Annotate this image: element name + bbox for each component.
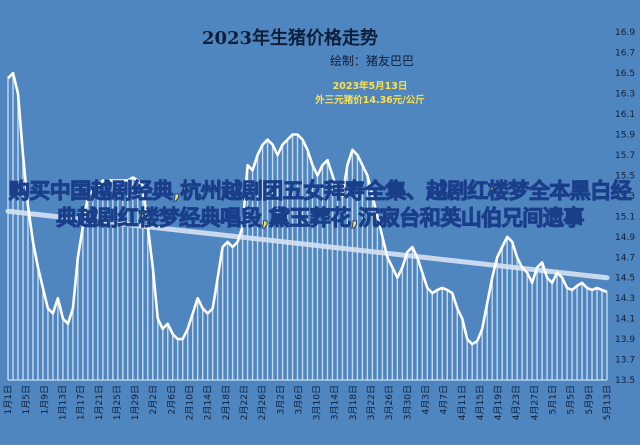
x-tick-label: 4月3日	[420, 385, 431, 414]
x-tick-label: 2月14日	[203, 385, 214, 420]
y-tick-label: 16.7	[615, 49, 635, 59]
y-axis: 13.5 13.7 13.9 14.1 14.3 14.5 14.7 14.9 15.1 15.3…	[615, 28, 635, 386]
y-tick-label: 13.7	[615, 356, 635, 366]
y-tick-label: 14.1	[615, 315, 635, 325]
x-tick-label: 3月22日	[366, 385, 377, 420]
x-tick-label: 3月10日	[312, 385, 323, 420]
x-tick-label: 5月9日	[584, 385, 595, 414]
y-tick-label: 13.5	[615, 376, 635, 386]
annotation-date: 2023年5月13日	[332, 81, 408, 92]
x-tick-label: 2月6日	[166, 385, 177, 414]
x-tick-label: 1月29日	[130, 385, 141, 420]
x-tick-label: 1月25日	[112, 385, 123, 420]
y-tick-label: 16.5	[615, 69, 635, 79]
x-tick-label: 2月22日	[239, 385, 250, 420]
x-tick-label: 4月23日	[511, 385, 522, 420]
y-tick-label: 14.7	[615, 253, 635, 263]
x-tick-label: 3月26日	[384, 385, 395, 420]
y-tick-label: 16.3	[615, 90, 635, 100]
y-tick-label: 15.3	[615, 192, 635, 202]
y-tick-label: 13.9	[615, 335, 635, 345]
x-tick-label: 1月9日	[39, 385, 50, 414]
y-tick-label: 16.9	[615, 28, 635, 38]
trend-line	[5, 208, 610, 281]
x-tick-label: 3月6日	[293, 385, 304, 414]
x-tick-label: 4月15日	[475, 385, 486, 420]
line-layer	[7, 71, 608, 346]
y-tick-label: 16.1	[615, 110, 635, 120]
x-tick-label: 4月19日	[493, 385, 504, 420]
chart-title: 2023年生猪价格走势	[201, 28, 379, 49]
bar-layer	[7, 73, 608, 380]
y-tick-label: 14.9	[615, 233, 635, 243]
x-tick-label: 2月10日	[185, 385, 196, 420]
x-tick-label: 4月11日	[457, 385, 468, 420]
x-tick-label: 2月26日	[257, 385, 268, 420]
x-tick-label: 3月30日	[402, 385, 413, 420]
x-tick-label: 5月1日	[548, 385, 559, 414]
annotation-price: 外三元猪价14.36元/公斤	[315, 95, 425, 106]
trend-layer	[5, 208, 610, 281]
x-tick-label: 5月5日	[566, 385, 577, 414]
y-tick-label: 15.1	[615, 212, 635, 222]
y-tick-label: 15.9	[615, 131, 635, 141]
x-tick-label: 3月2日	[275, 385, 286, 414]
x-tick-label: 2月2日	[148, 385, 159, 414]
price-series-line	[7, 71, 608, 346]
x-tick-label: 1月5日	[21, 385, 32, 414]
x-axis: 1月1日 1月5日 1月9日 1月13日 1月17日 1月21日 1月25日 1月29日 2月2…	[3, 379, 613, 420]
x-tick-label: 1月1日	[3, 385, 14, 414]
x-tick-label: 2月18日	[221, 385, 232, 420]
overlay-advert-text[interactable]: 购买中国越剧经典,杭州越剧团五女拜寿全集、越剧红楼梦全本黑白经典越剧红楼梦经典唱…	[8, 179, 632, 231]
y-tick-label: 14.5	[615, 274, 635, 284]
x-tick-label: 5月13日	[602, 385, 613, 420]
x-tick-label: 4月7日	[439, 385, 450, 414]
x-tick-label: 1月17日	[76, 385, 87, 420]
x-tick-label: 1月13日	[57, 385, 68, 420]
x-tick-label: 3月18日	[348, 385, 359, 420]
chart-author: 绘制：猪友巴巴	[330, 54, 415, 68]
x-tick-label: 1月21日	[94, 385, 105, 420]
y-tick-label: 15.7	[615, 151, 635, 161]
y-tick-label: 14.3	[615, 294, 635, 304]
x-tick-label: 4月27日	[529, 385, 540, 420]
x-tick-label: 3月14日	[330, 385, 341, 420]
y-tick-label: 15.5	[615, 171, 635, 181]
